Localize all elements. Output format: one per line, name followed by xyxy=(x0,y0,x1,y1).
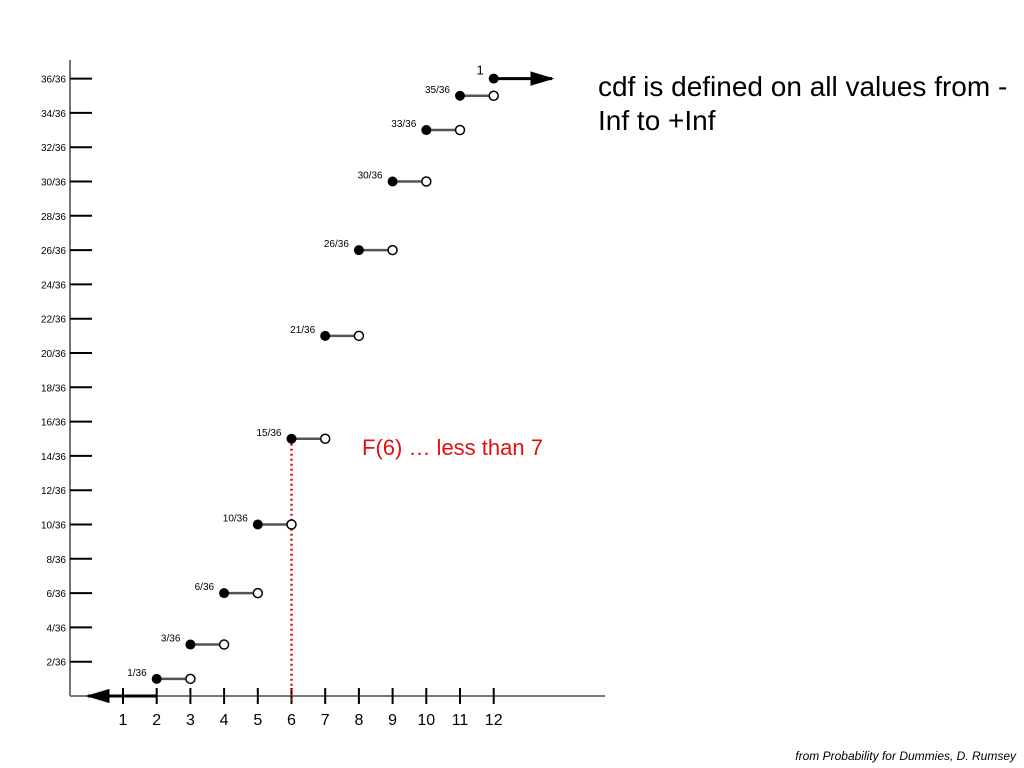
y-tick-label: 2/36 xyxy=(47,658,67,669)
step-closed-point xyxy=(219,588,230,599)
x-tick-label: 8 xyxy=(354,712,363,729)
x-tick-label: 3 xyxy=(186,712,195,729)
y-tick-label: 12/36 xyxy=(41,486,66,497)
final-closed-point xyxy=(488,73,499,84)
source-credit: from Probability for Dummies, D. Rumsey xyxy=(795,749,1016,763)
step-closed-point xyxy=(286,433,297,444)
step-value-label: 10/36 xyxy=(223,514,248,525)
step-open-point xyxy=(488,90,499,101)
step-value-label: 30/36 xyxy=(358,171,383,182)
y-tick-label: 34/36 xyxy=(41,109,66,120)
step-open-point xyxy=(387,244,398,256)
step-open-point xyxy=(286,519,297,530)
headline-text: cdf is defined on all values from -Inf t… xyxy=(598,71,1008,136)
y-tick-label: 8/36 xyxy=(47,555,67,566)
step-closed-point xyxy=(185,639,196,650)
step-open-point xyxy=(218,639,230,650)
x-tick-label: 2 xyxy=(152,712,161,729)
step-closed-point xyxy=(421,125,432,136)
step-closed-point xyxy=(151,673,162,684)
y-tick-label: 24/36 xyxy=(41,280,66,291)
step-open-point xyxy=(252,587,264,599)
x-tick-label: 1 xyxy=(119,712,128,729)
y-tick-label: 10/36 xyxy=(41,521,66,532)
chart-axes xyxy=(69,60,605,697)
step-open-point xyxy=(319,433,331,444)
y-tick-label: 32/36 xyxy=(41,143,66,154)
step-value-label: 26/36 xyxy=(324,239,349,250)
step-closed-point xyxy=(455,90,465,101)
step-open-point xyxy=(353,330,365,342)
y-tick-label: 26/36 xyxy=(41,246,66,257)
y-tick-label: 30/36 xyxy=(41,178,66,189)
step-closed-point xyxy=(353,245,364,256)
step-group: 1/36 3/36 6/36 10/36 15/36 21/36 26/36 30/36 33/… xyxy=(85,63,555,704)
x-tick-group: 1 2 3 4 5 6 7 8 9 10 11 12 xyxy=(119,688,503,729)
x-tick-label: 5 xyxy=(253,712,262,729)
y-tick-label: 36/36 xyxy=(41,75,66,86)
step-closed-point xyxy=(320,330,331,341)
step-open-point xyxy=(185,673,196,685)
x-tick-label: 12 xyxy=(485,712,503,729)
x-tick-label: 11 xyxy=(452,712,469,729)
step-value-label: 15/36 xyxy=(256,428,281,439)
step-value-label: 33/36 xyxy=(391,119,416,130)
f6-annotation: F(6) … less than 7 xyxy=(362,435,543,460)
x-tick-label: 9 xyxy=(388,712,397,729)
step-value-label: 6/36 xyxy=(195,582,215,593)
x-tick-label: 4 xyxy=(220,712,229,729)
step-open-point xyxy=(454,124,466,136)
step-closed-point xyxy=(387,176,398,187)
y-tick-label: 18/36 xyxy=(41,383,66,394)
x-tick-label: 7 xyxy=(321,712,330,729)
y-tick-label: 14/36 xyxy=(41,452,66,463)
y-tick-label: 4/36 xyxy=(47,623,67,634)
x-tick-label: 6 xyxy=(287,712,296,729)
y-tick-group: 2/36 4/36 6/36 8/36 10/36 12/36 14/36 16/36 18/3… xyxy=(41,75,92,669)
y-tick-label: 6/36 xyxy=(47,589,67,600)
step-closed-point xyxy=(252,519,263,530)
step-open-point xyxy=(421,176,432,187)
y-tick-label: 20/36 xyxy=(41,349,66,360)
final-value-label: 1 xyxy=(476,63,483,78)
y-tick-label: 16/36 xyxy=(41,418,66,429)
step-value-label: 3/36 xyxy=(161,634,181,645)
y-tick-label: 22/36 xyxy=(41,315,66,326)
step-value-label: 35/36 xyxy=(425,85,450,96)
step-value-label: 1/36 xyxy=(127,668,147,679)
x-tick-label: 10 xyxy=(417,712,435,729)
y-tick-label: 28/36 xyxy=(41,212,66,223)
step-value-label: 21/36 xyxy=(290,325,315,336)
